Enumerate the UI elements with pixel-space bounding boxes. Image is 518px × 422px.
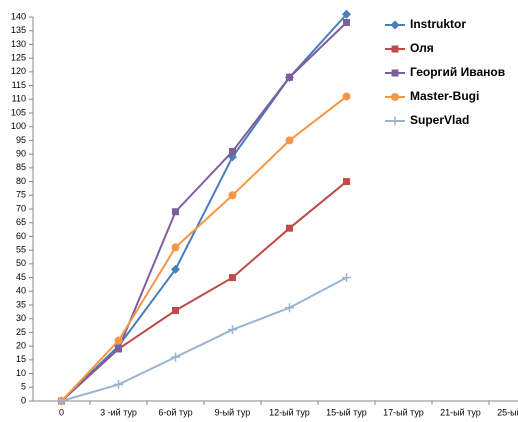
y-tick-label: 105 <box>11 107 26 117</box>
y-tick-label: 135 <box>11 25 26 35</box>
x-tick-label: 12-ый тур <box>269 407 310 417</box>
legend-label: SuperVlad <box>410 113 469 127</box>
y-tick-label: 120 <box>11 66 26 76</box>
marker <box>114 336 123 345</box>
marker <box>115 345 122 353</box>
y-tick-label: 70 <box>16 203 26 213</box>
series-line <box>60 95 348 402</box>
y-tick-label: 55 <box>16 245 26 255</box>
y-tick-label: 85 <box>16 162 26 172</box>
marker <box>342 273 351 283</box>
marker <box>172 208 179 216</box>
x-tick-label: 3 -ий тур <box>100 407 137 417</box>
marker <box>285 303 294 313</box>
legend-label: Георгий Иванов <box>410 65 505 79</box>
y-tick-label: 90 <box>16 149 26 159</box>
y-tick-label: 140 <box>11 11 26 21</box>
legend-marker <box>390 116 400 126</box>
x-tick-label: 21-ый тур <box>440 407 481 417</box>
marker <box>342 92 351 101</box>
y-tick-label: 125 <box>11 53 26 63</box>
marker <box>285 136 294 145</box>
marker <box>342 9 351 19</box>
marker <box>286 73 293 81</box>
marker <box>228 325 237 335</box>
y-tick-label: 35 <box>16 299 26 309</box>
x-tick-label: 15-ый тур <box>326 407 367 417</box>
series-line <box>61 276 347 402</box>
x-tick-label: 0 <box>59 407 64 417</box>
legend-marker <box>390 20 400 30</box>
marker <box>114 380 123 390</box>
y-tick-label: 45 <box>16 272 26 282</box>
x-tick-label: 6-ой тур <box>158 407 192 417</box>
marker <box>229 147 236 155</box>
y-tick-label: 50 <box>16 258 26 268</box>
marker <box>172 306 179 314</box>
y-tick-label: 30 <box>16 313 26 323</box>
y-tick-label: 10 <box>16 368 26 378</box>
legend-marker <box>391 45 399 53</box>
y-tick-label: 95 <box>16 135 26 145</box>
marker <box>343 178 350 186</box>
x-tick-label: 17-ый тур <box>383 407 424 417</box>
y-tick-label: 75 <box>16 190 26 200</box>
y-tick-label: 110 <box>12 94 26 104</box>
x-tick-label: 25-ый тур <box>497 407 518 417</box>
marker <box>171 352 180 362</box>
x-tick-label: 9-ый тур <box>215 407 251 417</box>
y-tick-label: 0 <box>21 395 26 405</box>
y-tick-label: 60 <box>16 231 26 241</box>
marker <box>171 264 180 274</box>
y-tick-label: 130 <box>11 39 26 49</box>
y-tick-label: 5 <box>21 382 26 392</box>
marker <box>286 224 293 232</box>
y-tick-label: 65 <box>16 217 26 227</box>
marker <box>57 396 66 406</box>
y-tick-label: 40 <box>16 286 26 296</box>
legend-marker <box>391 69 399 77</box>
y-tick-label: 20 <box>16 341 26 351</box>
marker <box>229 274 236 282</box>
y-tick-label: 115 <box>12 80 26 90</box>
legend-label: Оля <box>410 41 434 55</box>
y-tick-label: 100 <box>11 121 26 131</box>
y-tick-label: 15 <box>16 354 26 364</box>
marker <box>343 18 350 26</box>
legend-label: Master-Bugi <box>410 89 479 103</box>
y-tick-label: 25 <box>16 327 26 337</box>
marker <box>228 191 237 200</box>
y-tick-label: 80 <box>16 176 26 186</box>
legend-marker <box>391 93 399 101</box>
series-line <box>60 21 348 402</box>
marker <box>171 243 180 252</box>
legend-label: Instruktor <box>410 17 466 31</box>
